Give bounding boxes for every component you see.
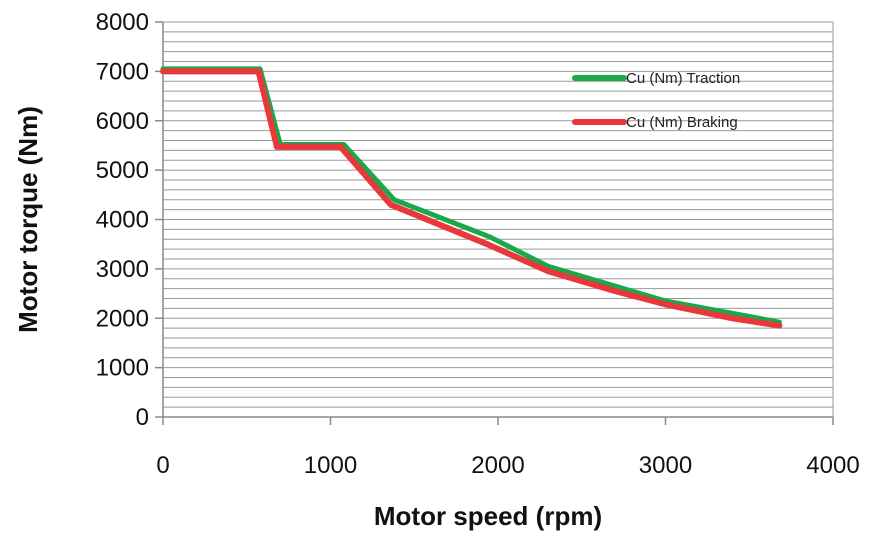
y-tick-label: 5000: [96, 157, 149, 184]
y-tick-label: 2000: [96, 305, 149, 332]
y-tick-label: 4000: [96, 207, 149, 234]
x-tick-label: 0: [156, 452, 169, 479]
y-tick-label: 8000: [96, 9, 149, 36]
y-tick-label: 0: [136, 404, 149, 431]
y-tick-label: 1000: [96, 355, 149, 382]
x-tick-label: 3000: [639, 452, 692, 479]
x-axis-title: Motor speed (rpm): [374, 501, 602, 531]
legend-label-traction: Cu (Nm) Traction: [626, 70, 740, 87]
x-tick-label: 1000: [304, 452, 357, 479]
x-tick-label: 2000: [471, 452, 524, 479]
y-tick-label: 7000: [96, 58, 149, 85]
x-tick-label: 4000: [806, 452, 859, 479]
y-tick-label: 3000: [96, 256, 149, 283]
legend-label-braking: Cu (Nm) Braking: [626, 114, 738, 131]
y-axis-title: Motor torque (Nm): [13, 106, 43, 333]
y-tick-label: 6000: [96, 108, 149, 135]
